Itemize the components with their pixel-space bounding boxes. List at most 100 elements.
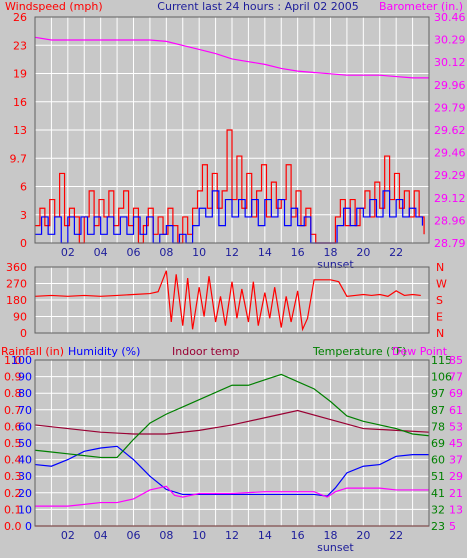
left-tick-label: 0 — [20, 237, 27, 250]
x-tick-label: 04 — [94, 246, 108, 259]
series-line-1-0 — [34, 270, 421, 332]
x-tick-label: 10 — [192, 529, 206, 542]
dew-point-tick-label: 5 — [449, 520, 456, 533]
right-tick-label: 29.62 — [434, 124, 466, 137]
humidity-tick-label: 100 — [11, 354, 32, 367]
x-tick-label: 06 — [127, 246, 141, 259]
left-tick-label: 0 — [20, 327, 27, 340]
series-line-0-2 — [34, 36, 429, 79]
temperature-tick-label: 106 — [431, 371, 452, 384]
dew-point-label: Dew Point — [392, 345, 448, 358]
panel-border — [34, 16, 430, 244]
humidity-tick-label: 0 — [25, 520, 32, 533]
temperature-tick-label: 51 — [431, 470, 445, 483]
left-tick-label: 13 — [13, 124, 27, 137]
rain-tick-label: 0.1 — [4, 503, 22, 516]
x-tick-label: 08 — [159, 246, 173, 259]
left-tick-label: 3 — [20, 209, 27, 222]
humidity-tick-label: 80 — [18, 387, 32, 400]
rain-tick-label: 0.7 — [4, 404, 22, 417]
rain-tick-label: 0.6 — [4, 420, 22, 433]
dew-point-tick-label: 29 — [449, 470, 463, 483]
dew-point-tick-label: 13 — [449, 503, 463, 516]
temperature-tick-label: 97 — [431, 387, 445, 400]
x-tick-label: 20 — [356, 529, 370, 542]
temperature-tick-label: 60 — [431, 454, 445, 467]
dew-point-tick-label: 21 — [449, 487, 463, 500]
right-tick-label: 29.12 — [434, 192, 466, 205]
left-tick-label: 26 — [13, 11, 27, 24]
windspeed-title: Windspeed (mph) — [5, 0, 103, 13]
dew-point-tick-label: 69 — [449, 387, 463, 400]
x-tick-label: 18 — [324, 529, 338, 542]
x-tick-label: 02 — [61, 529, 75, 542]
humidity-tick-label: 30 — [18, 470, 32, 483]
right-tick-label: E — [436, 311, 443, 324]
temperature-tick-label: 32 — [431, 503, 445, 516]
left-tick-label: 19 — [13, 68, 27, 81]
sunset-label: sunset — [317, 258, 354, 271]
right-tick-label: 29.96 — [434, 79, 466, 92]
x-tick-label: 02 — [61, 246, 75, 259]
humidity-tick-label: 70 — [18, 404, 32, 417]
x-tick-label: 12 — [225, 246, 239, 259]
x-tick-label: 16 — [291, 246, 305, 259]
panel-border — [34, 359, 430, 527]
x-tick-label: 08 — [159, 529, 173, 542]
x-tick-label: 22 — [389, 246, 403, 259]
x-tick-label: 04 — [94, 529, 108, 542]
series-line-2-4 — [35, 485, 429, 507]
rainfall-label: Rainfall (in) — [1, 345, 64, 358]
x-tick-label: 20 — [356, 246, 370, 259]
rain-tick-label: 0.2 — [4, 487, 22, 500]
right-tick-label: N — [436, 327, 444, 340]
right-tick-label: 30.29 — [434, 34, 466, 47]
x-tick-label: 14 — [258, 246, 272, 259]
left-tick-label: 23 — [13, 39, 27, 52]
series-line-2-3 — [34, 373, 430, 459]
dew-point-tick-label: 85 — [449, 354, 463, 367]
right-tick-label: 28.79 — [434, 237, 466, 250]
humidity-tick-label: 20 — [18, 487, 32, 500]
rain-tick-label: 1.0 — [4, 354, 22, 367]
rain-tick-label: 0.5 — [4, 437, 22, 450]
left-tick-label: 6 — [20, 181, 27, 194]
right-tick-label: N — [436, 261, 444, 274]
panel-border — [34, 266, 430, 334]
chart-title: Current last 24 hours : April 02 2005 — [157, 0, 358, 13]
humidity-tick-label: 60 — [18, 420, 32, 433]
dew-point-tick-label: 77 — [449, 371, 463, 384]
humidity-tick-label: 90 — [18, 371, 32, 384]
left-tick-label: 270 — [6, 278, 27, 291]
indoor-temp-label: Indoor temp — [172, 345, 239, 358]
temperature-tick-label: 23 — [431, 520, 445, 533]
right-tick-label: 29.79 — [434, 101, 466, 114]
x-tick-label: 18 — [324, 246, 338, 259]
temperature-tick-label: 115 — [431, 354, 452, 367]
right-tick-label: 29.29 — [434, 169, 466, 182]
left-tick-label: 16 — [13, 96, 27, 109]
temperature-tick-label: 87 — [431, 404, 445, 417]
humidity-tick-label: 10 — [18, 503, 32, 516]
temperature-tick-label: 69 — [431, 437, 445, 450]
rain-tick-label: 0.0 — [4, 520, 22, 533]
temperature-tick-label: 78 — [431, 420, 445, 433]
right-tick-label: S — [436, 294, 443, 307]
right-tick-label: 30.12 — [434, 56, 466, 69]
dew-point-tick-label: 45 — [449, 437, 463, 450]
barometer-title: Barometer (in.) — [379, 0, 463, 13]
series-line-2-2 — [34, 409, 430, 435]
right-tick-label: 29.46 — [434, 147, 466, 160]
x-tick-label: 12 — [225, 529, 239, 542]
dew-point-tick-label: 61 — [449, 404, 463, 417]
right-tick-label: W — [436, 278, 447, 291]
x-tick-label: 06 — [127, 529, 141, 542]
humidity-tick-label: 50 — [18, 437, 32, 450]
right-tick-label: 28.96 — [434, 214, 466, 227]
series-line-0-1 — [35, 190, 424, 244]
humidity-tick-label: 40 — [18, 454, 32, 467]
dew-point-tick-label: 37 — [449, 454, 463, 467]
x-tick-label: 14 — [258, 529, 272, 542]
x-tick-label: 16 — [291, 529, 305, 542]
